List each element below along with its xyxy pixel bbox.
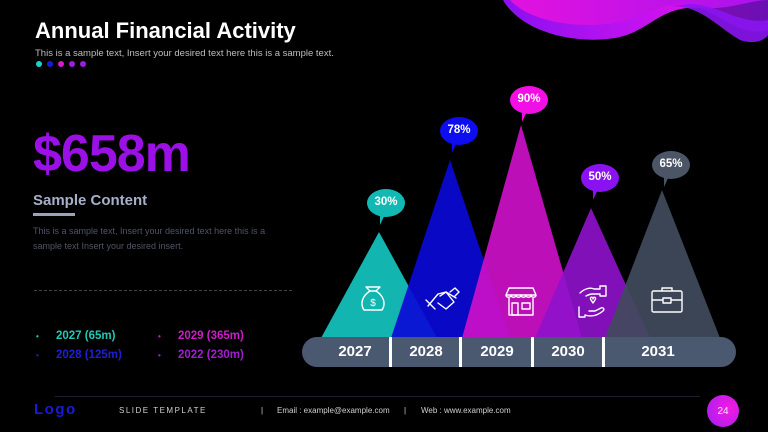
total-value: $658m <box>33 125 191 183</box>
legend-item: • 2029 (365m) <box>158 330 280 342</box>
page-number: 24 <box>717 405 729 417</box>
handshake-icon <box>425 287 460 310</box>
section-body: This is a sample text, Insert your desir… <box>33 226 266 251</box>
timeline-separator <box>459 337 462 367</box>
triangle-2029 <box>462 125 582 338</box>
bullet-icon: • <box>36 331 39 341</box>
footer-separator: | <box>404 406 407 415</box>
triangle-2031 <box>605 190 720 338</box>
timeline-separator <box>531 337 534 367</box>
value-label-2031: 65% <box>659 158 683 170</box>
briefcase-icon <box>651 287 683 313</box>
dashed-divider <box>34 290 292 291</box>
footer-separator: | <box>261 406 264 415</box>
legend-label: 2028 (125m) <box>56 349 122 361</box>
bubble-2030 <box>581 164 619 200</box>
store-icon <box>505 287 537 316</box>
value-label-2030: 50% <box>588 171 612 183</box>
value-label-2028: 78% <box>447 124 471 136</box>
timeline-separator <box>602 337 605 367</box>
logo: Logo <box>34 401 77 418</box>
legend-label: 2027 (65m) <box>56 330 116 342</box>
svg-text:$: $ <box>370 298 376 309</box>
dot-1 <box>36 61 42 67</box>
bullet-icon: • <box>158 331 161 341</box>
page-number-badge: 24 <box>707 395 739 427</box>
year-label-2027: 2027 <box>338 343 372 360</box>
bubble-2029 <box>510 86 548 122</box>
bubble-2028 <box>440 117 478 153</box>
year-label-2028: 2028 <box>409 343 443 360</box>
dot-4 <box>69 61 75 67</box>
legend-label: 2029 (365m) <box>178 330 244 342</box>
section-title: Sample Content <box>33 192 148 209</box>
footer-email: Email : example@example.com <box>277 406 390 415</box>
year-label-2029: 2029 <box>480 343 514 360</box>
bubble-2027 <box>367 189 405 225</box>
year-label-2030: 2030 <box>551 343 585 360</box>
legend-label: 2022 (230m) <box>178 349 244 361</box>
bullet-icon: • <box>158 350 161 360</box>
decorative-dots <box>36 61 86 67</box>
page-title: Annual Financial Activity <box>35 18 296 43</box>
dot-5 <box>80 61 86 67</box>
dot-3 <box>58 61 64 67</box>
legend-item: • 2028 (125m) <box>36 349 158 361</box>
section-underline <box>33 213 75 216</box>
dot-2 <box>47 61 53 67</box>
slide-template-label: SLIDE TEMPLATE <box>119 406 207 415</box>
bubble-2031 <box>652 151 690 187</box>
page-subtitle: This is a sample text, Insert your desir… <box>35 48 334 59</box>
year-label-2031: 2031 <box>641 343 675 360</box>
value-label-2029: 90% <box>517 93 541 105</box>
legend-item: • 2022 (230m) <box>158 349 280 361</box>
bullet-icon: • <box>36 350 39 360</box>
footer-web: Web : www.example.com <box>421 406 511 415</box>
legend: • 2027 (65m) • 2029 (365m) • 2028 (125m)… <box>36 330 296 361</box>
footer-divider <box>55 396 700 397</box>
value-label-2027: 30% <box>374 196 398 208</box>
timeline-bar <box>302 337 736 367</box>
hand-heart-icon <box>578 285 607 318</box>
money-bag-icon: $ <box>361 286 385 311</box>
legend-item: • 2027 (65m) <box>36 330 158 342</box>
timeline-separator <box>389 337 392 367</box>
